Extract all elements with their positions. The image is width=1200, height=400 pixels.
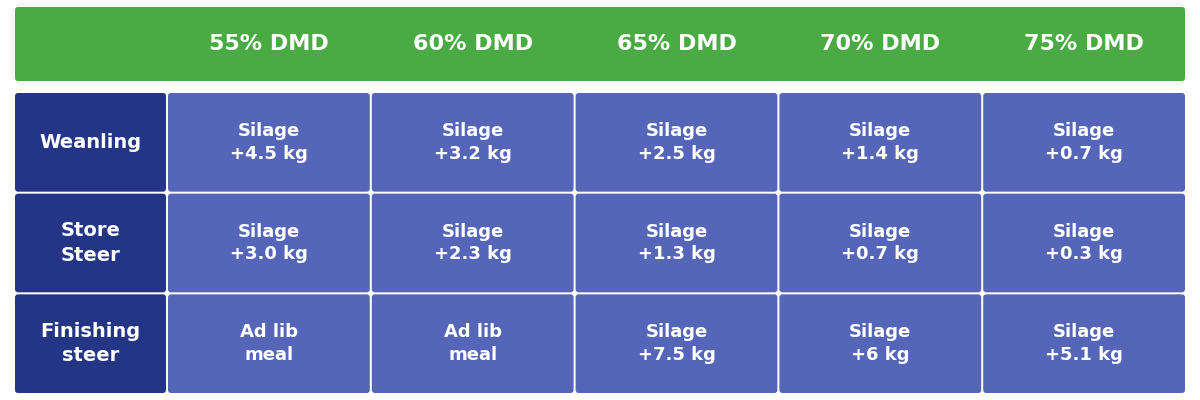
FancyBboxPatch shape xyxy=(576,194,778,292)
Text: Silage
+3.2 kg: Silage +3.2 kg xyxy=(433,122,511,163)
FancyBboxPatch shape xyxy=(168,294,370,393)
Text: Silage
+0.7 kg: Silage +0.7 kg xyxy=(841,222,919,264)
FancyBboxPatch shape xyxy=(168,194,370,292)
Text: Silage
+7.5 kg: Silage +7.5 kg xyxy=(637,323,715,364)
Text: Silage
+2.3 kg: Silage +2.3 kg xyxy=(433,222,511,264)
Text: Weanling: Weanling xyxy=(40,133,142,152)
Text: Silage
+0.3 kg: Silage +0.3 kg xyxy=(1045,222,1123,264)
Text: 70% DMD: 70% DMD xyxy=(821,34,941,54)
FancyBboxPatch shape xyxy=(780,294,982,393)
Text: Ad lib
meal: Ad lib meal xyxy=(240,323,298,364)
FancyBboxPatch shape xyxy=(14,294,166,393)
Text: 75% DMD: 75% DMD xyxy=(1024,34,1144,54)
FancyBboxPatch shape xyxy=(983,93,1186,192)
FancyBboxPatch shape xyxy=(14,93,166,192)
Text: Finishing
steer: Finishing steer xyxy=(41,322,140,365)
Text: Ad lib
meal: Ad lib meal xyxy=(444,323,502,364)
FancyBboxPatch shape xyxy=(372,194,574,292)
Text: Store
Steer: Store Steer xyxy=(60,221,120,265)
Text: Silage
+2.5 kg: Silage +2.5 kg xyxy=(637,122,715,163)
Text: Silage
+1.3 kg: Silage +1.3 kg xyxy=(637,222,715,264)
Text: 55% DMD: 55% DMD xyxy=(209,34,329,54)
Text: Silage
+6 kg: Silage +6 kg xyxy=(850,323,912,364)
Text: Silage
+0.7 kg: Silage +0.7 kg xyxy=(1045,122,1123,163)
FancyBboxPatch shape xyxy=(780,93,982,192)
FancyBboxPatch shape xyxy=(983,294,1186,393)
FancyBboxPatch shape xyxy=(168,93,370,192)
Text: Silage
+3.0 kg: Silage +3.0 kg xyxy=(230,222,308,264)
Text: Silage
+4.5 kg: Silage +4.5 kg xyxy=(230,122,308,163)
FancyBboxPatch shape xyxy=(983,194,1186,292)
FancyBboxPatch shape xyxy=(372,294,574,393)
FancyBboxPatch shape xyxy=(372,93,574,192)
FancyBboxPatch shape xyxy=(14,7,1186,81)
FancyBboxPatch shape xyxy=(576,93,778,192)
Text: Silage
+1.4 kg: Silage +1.4 kg xyxy=(841,122,919,163)
FancyBboxPatch shape xyxy=(14,194,166,292)
FancyBboxPatch shape xyxy=(576,294,778,393)
Text: 60% DMD: 60% DMD xyxy=(413,34,533,54)
FancyBboxPatch shape xyxy=(780,194,982,292)
Text: 65% DMD: 65% DMD xyxy=(617,34,737,54)
Text: Silage
+5.1 kg: Silage +5.1 kg xyxy=(1045,323,1123,364)
